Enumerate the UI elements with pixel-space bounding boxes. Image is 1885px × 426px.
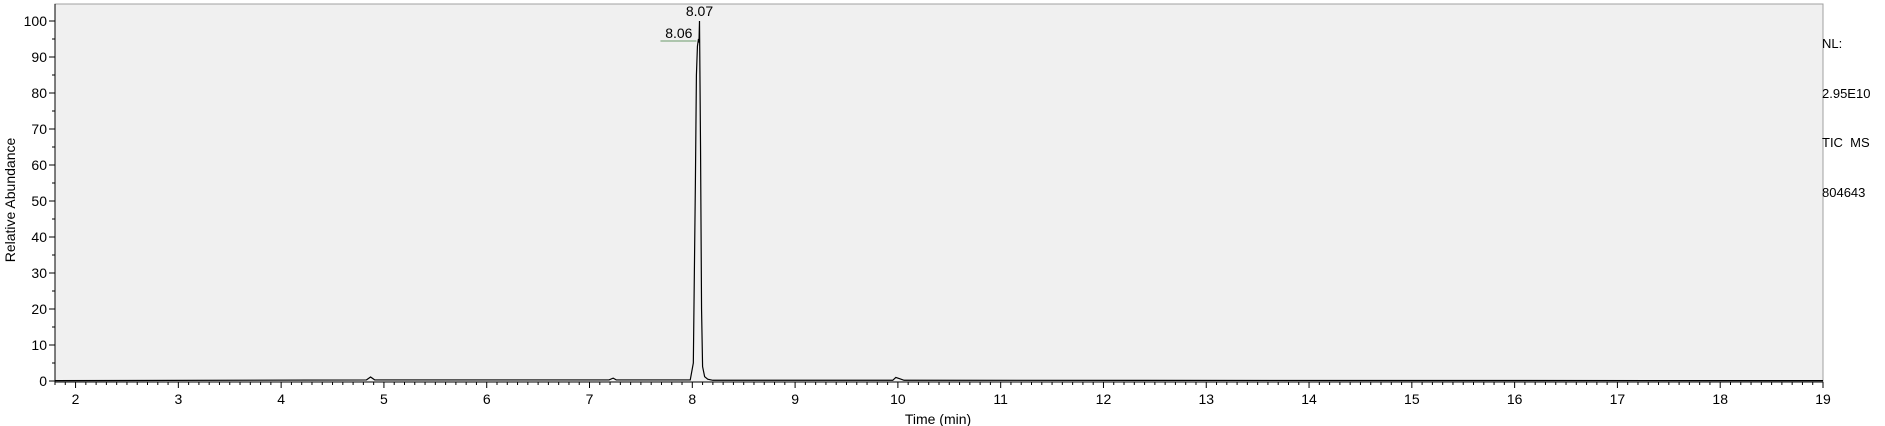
y-tick-label: 10 [31,337,47,353]
y-tick-label: 30 [31,265,47,281]
x-axis-label: Time (min) [905,411,971,426]
y-tick-label: 0 [39,373,47,389]
x-tick-label: 10 [890,391,906,407]
peak-label-8-07: 8.07 [686,3,713,19]
scan-filter: TIC MS [1822,135,1870,150]
file-id: 804643 [1822,184,1866,200]
nl-label: NL: [1822,36,1843,51]
x-tick-label: 18 [1712,391,1728,407]
x-tick-label: 3 [174,391,182,407]
side-info-panel: NL: 2.95E10 TIC MS 804643 [1822,3,1870,218]
y-tick-label: 80 [31,85,47,101]
y-tick-label: 50 [31,193,47,209]
peak-label-8-06: 8.06 [665,25,692,41]
x-tick-label: 7 [586,391,594,407]
x-tick-label: 13 [1198,391,1214,407]
y-axis-label: Relative Abundance [2,138,18,263]
axes: 0 10 20 30 40 50 60 70 80 90 100 2 3 4 5 6 7 8 9 10 11 12 13 14… [24,4,1831,407]
x-tick-label: 8 [688,391,696,407]
plot-area [54,3,1824,383]
y-tick-label: 100 [24,13,48,29]
x-tick-label: 16 [1507,391,1523,407]
x-tick-label: 12 [1096,391,1112,407]
x-tick-label: 2 [72,391,80,407]
x-tick-label: 19 [1815,391,1831,407]
x-tick-label: 9 [791,391,799,407]
nl-value: 2.95E10 [1822,85,1871,101]
x-tick-label: 5 [380,391,388,407]
y-tick-label: 90 [31,49,47,65]
x-tick-label: 17 [1610,391,1626,407]
y-tick-label: 40 [31,229,47,245]
x-tick-label: 11 [993,391,1008,407]
x-tick-label: 15 [1404,391,1420,407]
y-tick-label: 20 [31,301,47,317]
series-layer [54,20,1824,382]
x-tick-label: 14 [1301,391,1317,407]
peak-labels: 8.07 8.06 [660,3,713,42]
x-tick-label: 4 [277,391,285,407]
y-tick-label: 60 [31,157,47,173]
tic-trace-line [54,20,1824,382]
x-tick-label: 6 [483,391,491,407]
y-tick-label: 70 [31,121,47,137]
